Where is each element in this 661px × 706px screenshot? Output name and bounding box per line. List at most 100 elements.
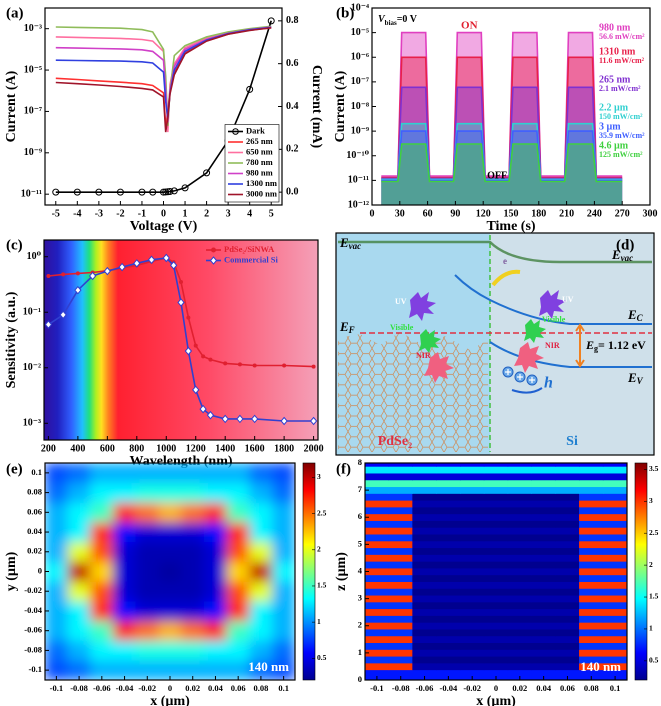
legend-label: 3000 nm: [246, 188, 277, 198]
heatmap-cell: [507, 520, 533, 528]
series-line: [381, 31, 623, 177]
band-diagram: Evac Evac EF EC EV Eg= 1.12 eV UV UV Vis…: [335, 232, 655, 456]
x-tick-label: 2000: [304, 443, 324, 454]
heatmap-cell: [507, 554, 533, 562]
heatmap-cell: [602, 527, 627, 535]
heatmap-cell: [67, 600, 91, 622]
heatmap-cell: [602, 655, 627, 664]
heatmap-cell: [112, 600, 137, 622]
nir-label: NIR: [545, 341, 560, 350]
heatmap-cell: [459, 540, 485, 549]
heatmap-cell: [135, 581, 159, 602]
y-tick-label: 8: [358, 457, 362, 467]
x-tick-label: 60: [423, 208, 433, 219]
heatmap-cell: [531, 615, 556, 623]
gap-arrow-heads: [575, 323, 585, 368]
marker: [162, 188, 170, 196]
heatmap-cell: [483, 486, 509, 494]
heatmap-cell: [112, 463, 137, 484]
ec-label: EC: [627, 307, 644, 323]
marker: [73, 188, 81, 196]
x-tick-label: 0.08: [584, 683, 599, 693]
x-tick-label: 0: [168, 683, 172, 693]
x-tick-label: -2: [116, 208, 124, 219]
heatmap-cell: [158, 541, 182, 562]
heatmap-cell: [412, 479, 437, 488]
x-tick-label: 1200: [186, 443, 206, 454]
plot-area: [52, 17, 275, 196]
heatmap-cell: [226, 581, 250, 602]
heatmap-cell: [507, 540, 533, 549]
heatmap-cell: [483, 581, 509, 589]
heatmap-cell: [67, 502, 91, 523]
heatmap-cell: [507, 506, 533, 515]
heatmap-cell: [436, 567, 461, 576]
heatmap-cell: [365, 472, 390, 481]
heatmap-cell: [483, 669, 509, 677]
heatmap-cell: [579, 581, 604, 589]
heatmap-cell: [531, 547, 556, 555]
heatmap-cell: [507, 547, 533, 555]
heatmap-cell: [226, 502, 250, 523]
heatmap-cell: [531, 649, 556, 657]
heatmap-cell: [365, 527, 390, 535]
heatmap-cell: [412, 594, 437, 603]
heatmap-cell: [135, 463, 159, 484]
heatmap-cell: [158, 640, 182, 661]
marker: [118, 262, 126, 272]
heatmap-cell: [112, 482, 137, 503]
heatmap-cell: [507, 479, 533, 488]
heatmap-cell: [507, 588, 533, 596]
heatmap-cell: [531, 520, 556, 528]
heatmap-cell: [436, 669, 461, 677]
heatmap-cell: [459, 669, 485, 677]
heatmap-cell: [436, 463, 461, 467]
heatmap-cell: [67, 659, 91, 680]
heatmap-cell: [579, 554, 604, 562]
heatmap-cell: [365, 540, 390, 549]
x-tick-label: -1: [138, 208, 146, 219]
y-tick-label: 10⁻⁶: [351, 52, 369, 63]
x-tick-label: -0.04: [440, 683, 458, 693]
series-line: [55, 27, 272, 133]
y-tick-label: 6: [358, 511, 362, 521]
x-tick-label: -3: [95, 208, 103, 219]
heatmap-cell: [459, 628, 485, 637]
x-tick-label: 1800: [274, 443, 294, 454]
marker: [95, 188, 103, 196]
heatmap-cell: [459, 547, 485, 555]
heatmap-cell: [90, 640, 114, 661]
heatmap-cell: [112, 581, 137, 602]
heatmap-cell: [203, 581, 228, 602]
heatmap-cell: [412, 574, 437, 582]
heatmap-cell: [181, 600, 205, 622]
uv-photon: [409, 292, 436, 321]
heatmap-cell: [459, 527, 485, 535]
heatmap-cell: [365, 506, 390, 515]
y-tick-label: 10⁻⁵: [351, 27, 369, 38]
x-axis-title: x (µm): [150, 694, 190, 706]
x-axis-title: x (µm): [476, 694, 516, 706]
heatmap-cell: [388, 567, 413, 576]
heatmap-cell: [388, 547, 413, 555]
heatmap-cell: [436, 493, 461, 501]
marker: [149, 188, 157, 196]
heatmap-cell: [459, 533, 485, 542]
heatmap-cell: [483, 499, 509, 508]
heatmap-cell: [459, 486, 485, 494]
heatmap-cell: [483, 608, 509, 616]
heatmap-cell: [181, 659, 205, 680]
heatmap-cell: [45, 482, 69, 503]
y-axis-title: z (µm): [334, 552, 349, 591]
marker: [75, 271, 80, 276]
heatmap-cell: [579, 588, 604, 596]
heatmap-cell: [90, 620, 114, 641]
heatmap-cell: [531, 479, 556, 488]
symbol: E: [611, 247, 621, 262]
heatmap-cell: [412, 561, 437, 569]
visible-photon: [524, 319, 546, 343]
heatmap-cell: [388, 622, 413, 630]
hole-signs: [505, 369, 535, 383]
heatmap-cell: [602, 649, 627, 657]
